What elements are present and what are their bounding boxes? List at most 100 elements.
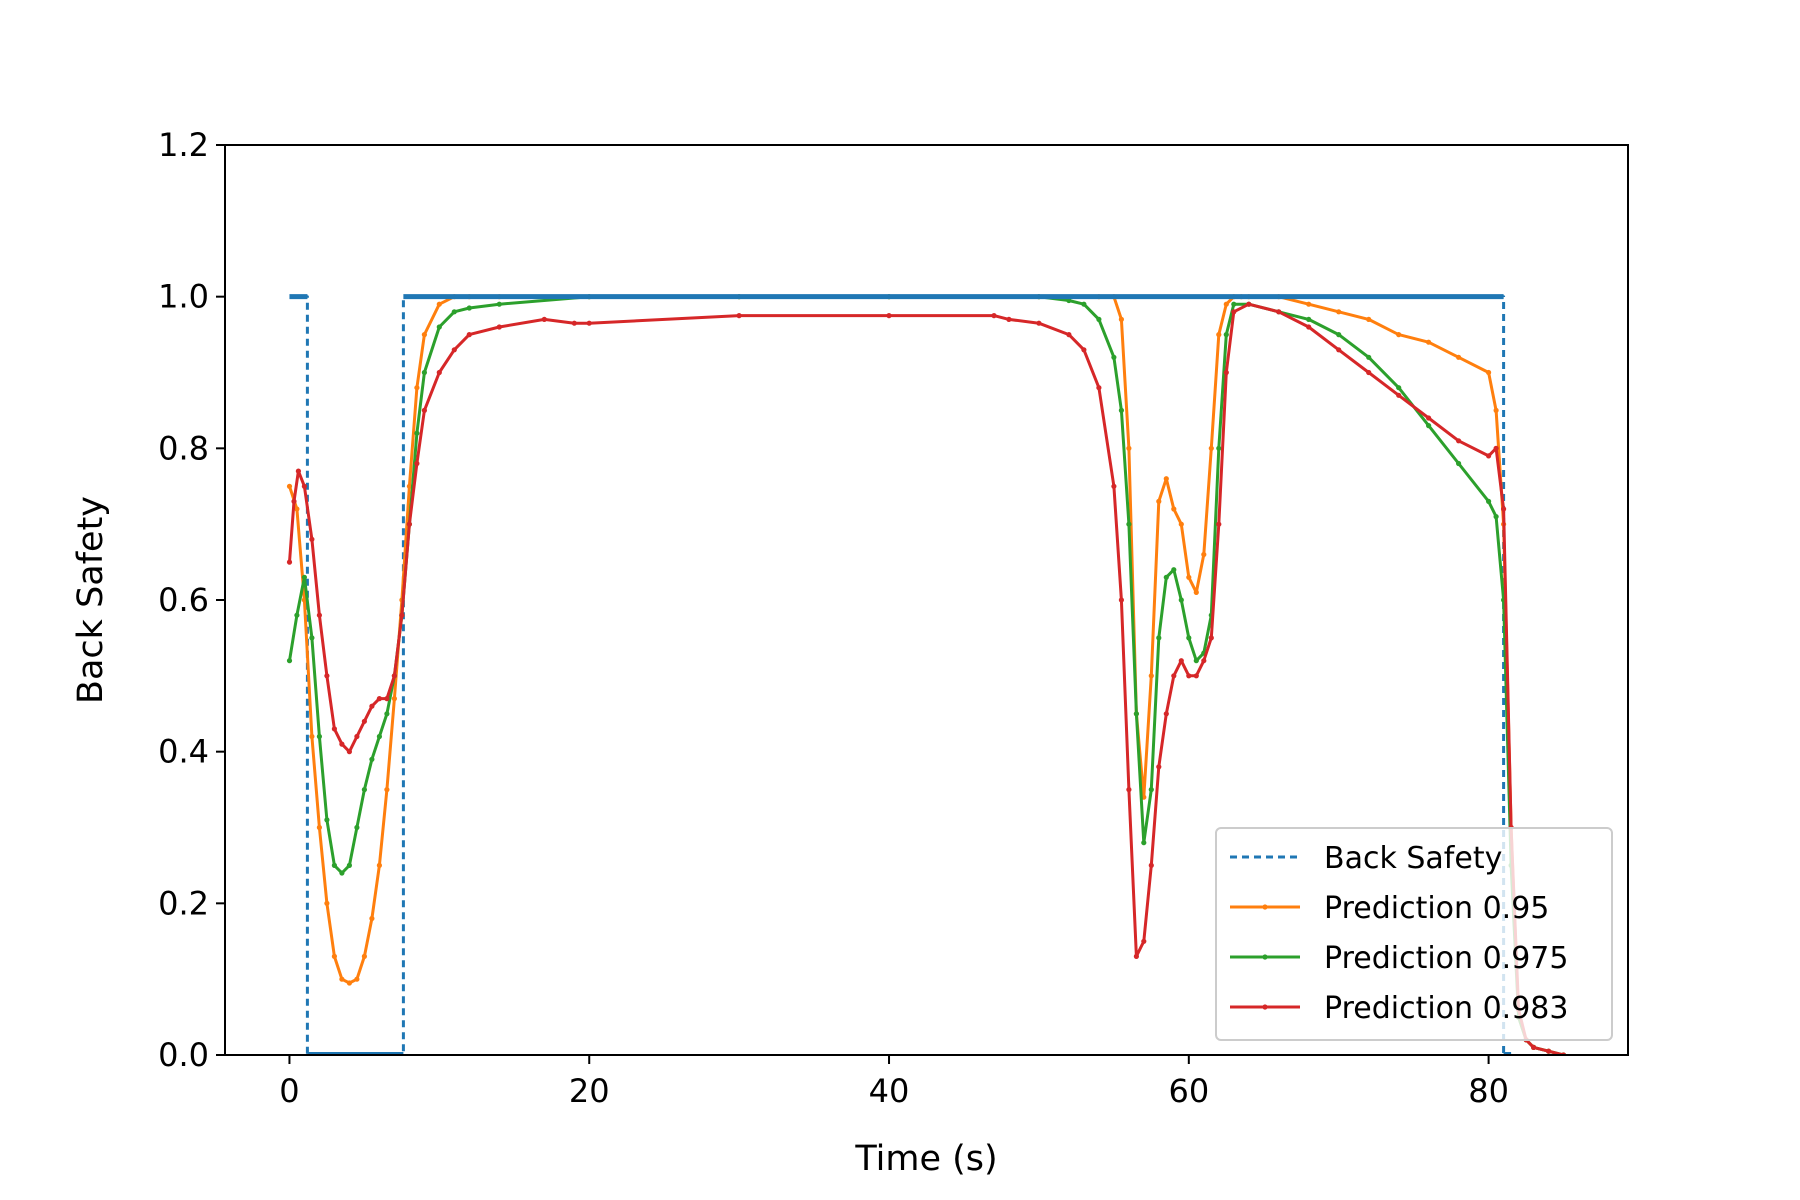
series-point-3 [1366, 369, 1372, 376]
series-point-1 [1426, 339, 1432, 345]
y-tick-label: 0.4 [158, 733, 209, 771]
series-point-3 [1246, 301, 1252, 307]
x-axis-label: Time (s) [854, 1139, 997, 1179]
series-point-3 [1546, 1048, 1552, 1054]
series-point-3 [1493, 445, 1499, 451]
series-point-1 [1456, 354, 1462, 360]
series-point-1 [421, 332, 427, 338]
series-point-3 [1501, 506, 1507, 512]
series-point-2 [1171, 567, 1177, 573]
x-tick-label: 0 [279, 1072, 299, 1110]
series-point-2 [286, 658, 293, 664]
series-point-3 [384, 696, 390, 702]
series-point-3 [1178, 658, 1184, 664]
series-point-3 [1036, 320, 1042, 326]
series-point-3 [406, 521, 412, 527]
series-point-3 [1396, 392, 1402, 398]
series-point-1 [436, 301, 442, 307]
series-point-2 [1186, 635, 1192, 641]
legend-label-2: Prediction 0.975 [1324, 941, 1568, 976]
series-point-1 [1216, 332, 1222, 338]
series-point-1 [346, 980, 352, 986]
series-point-3 [291, 498, 297, 504]
series-point-1 [1493, 407, 1499, 413]
series-point-3 [301, 483, 307, 489]
series-point-1 [1396, 332, 1402, 338]
series-point-3 [1171, 673, 1177, 679]
series-point-3 [295, 468, 301, 474]
legend-marker-1 [1262, 904, 1268, 910]
series-point-3 [1081, 347, 1087, 353]
series-point-3 [451, 347, 457, 353]
series-point-1 [384, 787, 390, 793]
series-point-3 [1186, 673, 1192, 679]
y-axis-label: Back Safety [71, 496, 111, 704]
x-tick-label: 60 [1168, 1072, 1209, 1110]
series-point-2 [294, 612, 300, 618]
series-point-1 [1201, 551, 1207, 558]
series-point-2 [1216, 445, 1222, 451]
series-point-2 [331, 862, 337, 869]
series-point-3 [376, 696, 382, 702]
series-point-3 [1096, 385, 1102, 391]
series-point-2 [451, 309, 457, 315]
legend-label-0: Back Safety [1324, 841, 1502, 876]
legend-box [1215, 827, 1613, 1041]
legend: Back Safety Prediction 0.95 Prediction 0.9… [1215, 827, 1613, 1041]
series-point-2 [346, 862, 352, 869]
series-point-1 [294, 506, 300, 512]
series-point-2 [1111, 354, 1117, 360]
series-point-3 [466, 332, 472, 338]
series-point-2 [1118, 407, 1124, 413]
series-point-2 [1456, 460, 1462, 467]
series-point-1 [414, 385, 420, 391]
series-point-1 [1178, 521, 1184, 527]
series-point-3 [316, 612, 322, 618]
series-point-1 [1156, 498, 1162, 504]
series-point-3 [496, 324, 502, 330]
series-point-2 [1426, 423, 1432, 429]
series-point-3 [361, 718, 367, 724]
series-point-2 [309, 635, 315, 641]
series-point-3 [1201, 658, 1207, 664]
series-point-2 [301, 574, 307, 580]
series-point-3 [369, 703, 375, 709]
series-point-2 [1223, 332, 1229, 338]
series-point-3 [1163, 711, 1169, 717]
series-point-1 [369, 915, 375, 922]
series-point-2 [369, 756, 375, 762]
series-point-1 [1171, 506, 1177, 512]
series-point-2 [496, 301, 502, 307]
series-point-3 [1231, 309, 1237, 315]
series-point-3 [391, 673, 397, 679]
series-point-3 [541, 316, 547, 322]
series-point-3 [1148, 862, 1154, 869]
series-point-1 [309, 733, 315, 740]
y-tick-label: 0.2 [158, 884, 209, 922]
series-point-3 [886, 313, 892, 319]
x-tick-label: 80 [1468, 1072, 1509, 1110]
legend-marker-2 [1262, 954, 1268, 960]
series-point-3 [399, 612, 405, 618]
legend-label-1: Prediction 0.95 [1324, 891, 1549, 926]
series-point-2 [1096, 316, 1102, 322]
series-point-3 [354, 733, 360, 740]
series-point-2 [384, 711, 390, 717]
series-point-3 [421, 407, 427, 413]
series-point-1 [1126, 445, 1132, 451]
series-point-1 [1163, 476, 1169, 482]
series-point-3 [571, 320, 577, 326]
series-point-1 [324, 900, 330, 906]
legend-marker-3 [1262, 1004, 1268, 1010]
series-point-2 [1493, 514, 1499, 520]
series-point-3 [1306, 324, 1312, 330]
series-point-3 [586, 320, 592, 326]
series-point-2 [1366, 354, 1372, 360]
y-tick-label: 0.8 [158, 429, 209, 467]
y-tick-label: 1.2 [158, 126, 209, 164]
series-point-3 [1336, 347, 1342, 353]
series-point-1 [1186, 574, 1192, 580]
series-point-1 [331, 953, 337, 960]
series-point-2 [1141, 840, 1147, 846]
